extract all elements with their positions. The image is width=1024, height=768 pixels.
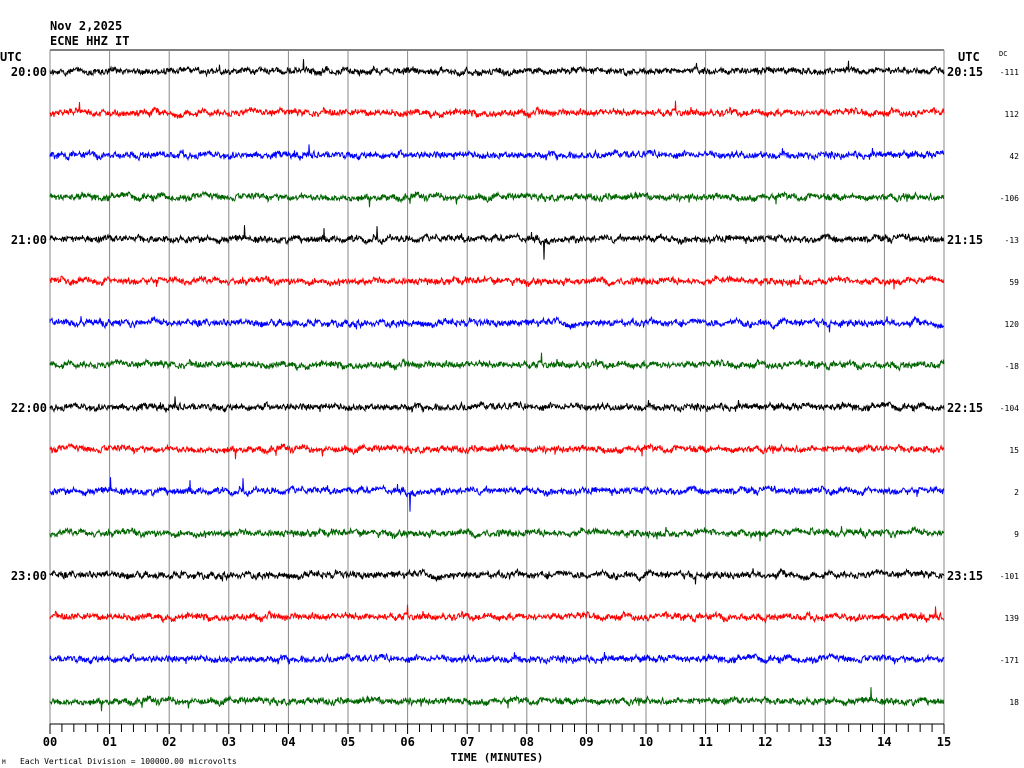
x-tick-label: 09 <box>579 735 593 749</box>
trace-end-time: 23:15 <box>947 569 983 583</box>
trace-start-time: 23:00 <box>11 569 47 583</box>
x-tick-label: 00 <box>43 735 57 749</box>
chart-date: Nov 2,2025 <box>50 19 123 33</box>
x-tick-label: 08 <box>520 735 534 749</box>
left-utc-label: UTC <box>0 50 22 64</box>
seismic-trace <box>49 442 945 460</box>
trace-dc-offset: 42 <box>1009 152 1019 161</box>
trace-dc-offset: 18 <box>1009 698 1019 707</box>
trace-start-time: 20:00 <box>11 65 47 79</box>
scale-note: Each Vertical Division = 100000.00 micro… <box>20 757 237 766</box>
trace-dc-offset: -13 <box>1005 236 1020 245</box>
trace-end-time: 21:15 <box>947 233 983 247</box>
trace-dc-offset: -18 <box>1005 362 1020 371</box>
x-axis-label: TIME (MINUTES) <box>451 751 544 764</box>
trace-dc-offset: 120 <box>1005 320 1020 329</box>
trace-dc-offset: -171 <box>1000 656 1019 665</box>
station-name: ECNE HHZ IT <box>50 34 130 48</box>
seismic-trace <box>49 100 945 120</box>
trace-dc-offset: 15 <box>1009 446 1019 455</box>
corner-mark: M <box>2 759 6 766</box>
trace-end-time: 20:15 <box>947 65 983 79</box>
trace-start-time: 22:00 <box>11 401 47 415</box>
trace-start-time: 21:00 <box>11 233 47 247</box>
x-tick-label: 11 <box>698 735 712 749</box>
seismic-trace <box>49 144 945 162</box>
trace-dc-offset: -104 <box>1000 404 1019 413</box>
seismic-trace <box>49 604 945 624</box>
seismic-trace <box>49 274 945 290</box>
seismic-trace <box>49 396 945 414</box>
x-tick-label: 13 <box>818 735 832 749</box>
trace-dc-offset: 112 <box>1005 110 1020 119</box>
trace-dc-offset: 2 <box>1014 488 1019 497</box>
x-tick-label: 15 <box>937 735 951 749</box>
x-tick-label: 10 <box>639 735 653 749</box>
trace-dc-offset: -106 <box>1000 194 1019 203</box>
x-tick-label: 01 <box>102 735 116 749</box>
trace-dc-offset: 139 <box>1005 614 1020 623</box>
trace-dc-offset: 59 <box>1009 278 1019 287</box>
x-tick-label: 03 <box>222 735 236 749</box>
right-utc-label: UTC <box>958 50 980 64</box>
seismic-trace <box>49 477 945 512</box>
seismic-trace <box>49 352 945 372</box>
trace-dc-offset: -101 <box>1000 572 1019 581</box>
x-tick-label: 12 <box>758 735 772 749</box>
x-tick-label: 02 <box>162 735 176 749</box>
x-tick-label: 07 <box>460 735 474 749</box>
seismic-trace <box>49 652 945 666</box>
seismic-trace <box>49 567 945 585</box>
trace-dc-offset: 9 <box>1014 530 1019 539</box>
dc-header: DC <box>999 50 1007 58</box>
x-tick-label: 05 <box>341 735 355 749</box>
seismic-trace <box>49 59 945 78</box>
seismic-trace <box>49 526 945 542</box>
seismic-trace <box>49 225 945 260</box>
x-tick-label: 04 <box>281 735 295 749</box>
x-tick-label: 14 <box>877 735 891 749</box>
x-tick-label: 06 <box>400 735 414 749</box>
seismic-trace <box>49 315 945 333</box>
seismic-trace <box>49 687 945 712</box>
trace-end-time: 22:15 <box>947 401 983 415</box>
trace-dc-offset: -111 <box>1000 68 1019 77</box>
seismic-trace <box>49 190 945 208</box>
